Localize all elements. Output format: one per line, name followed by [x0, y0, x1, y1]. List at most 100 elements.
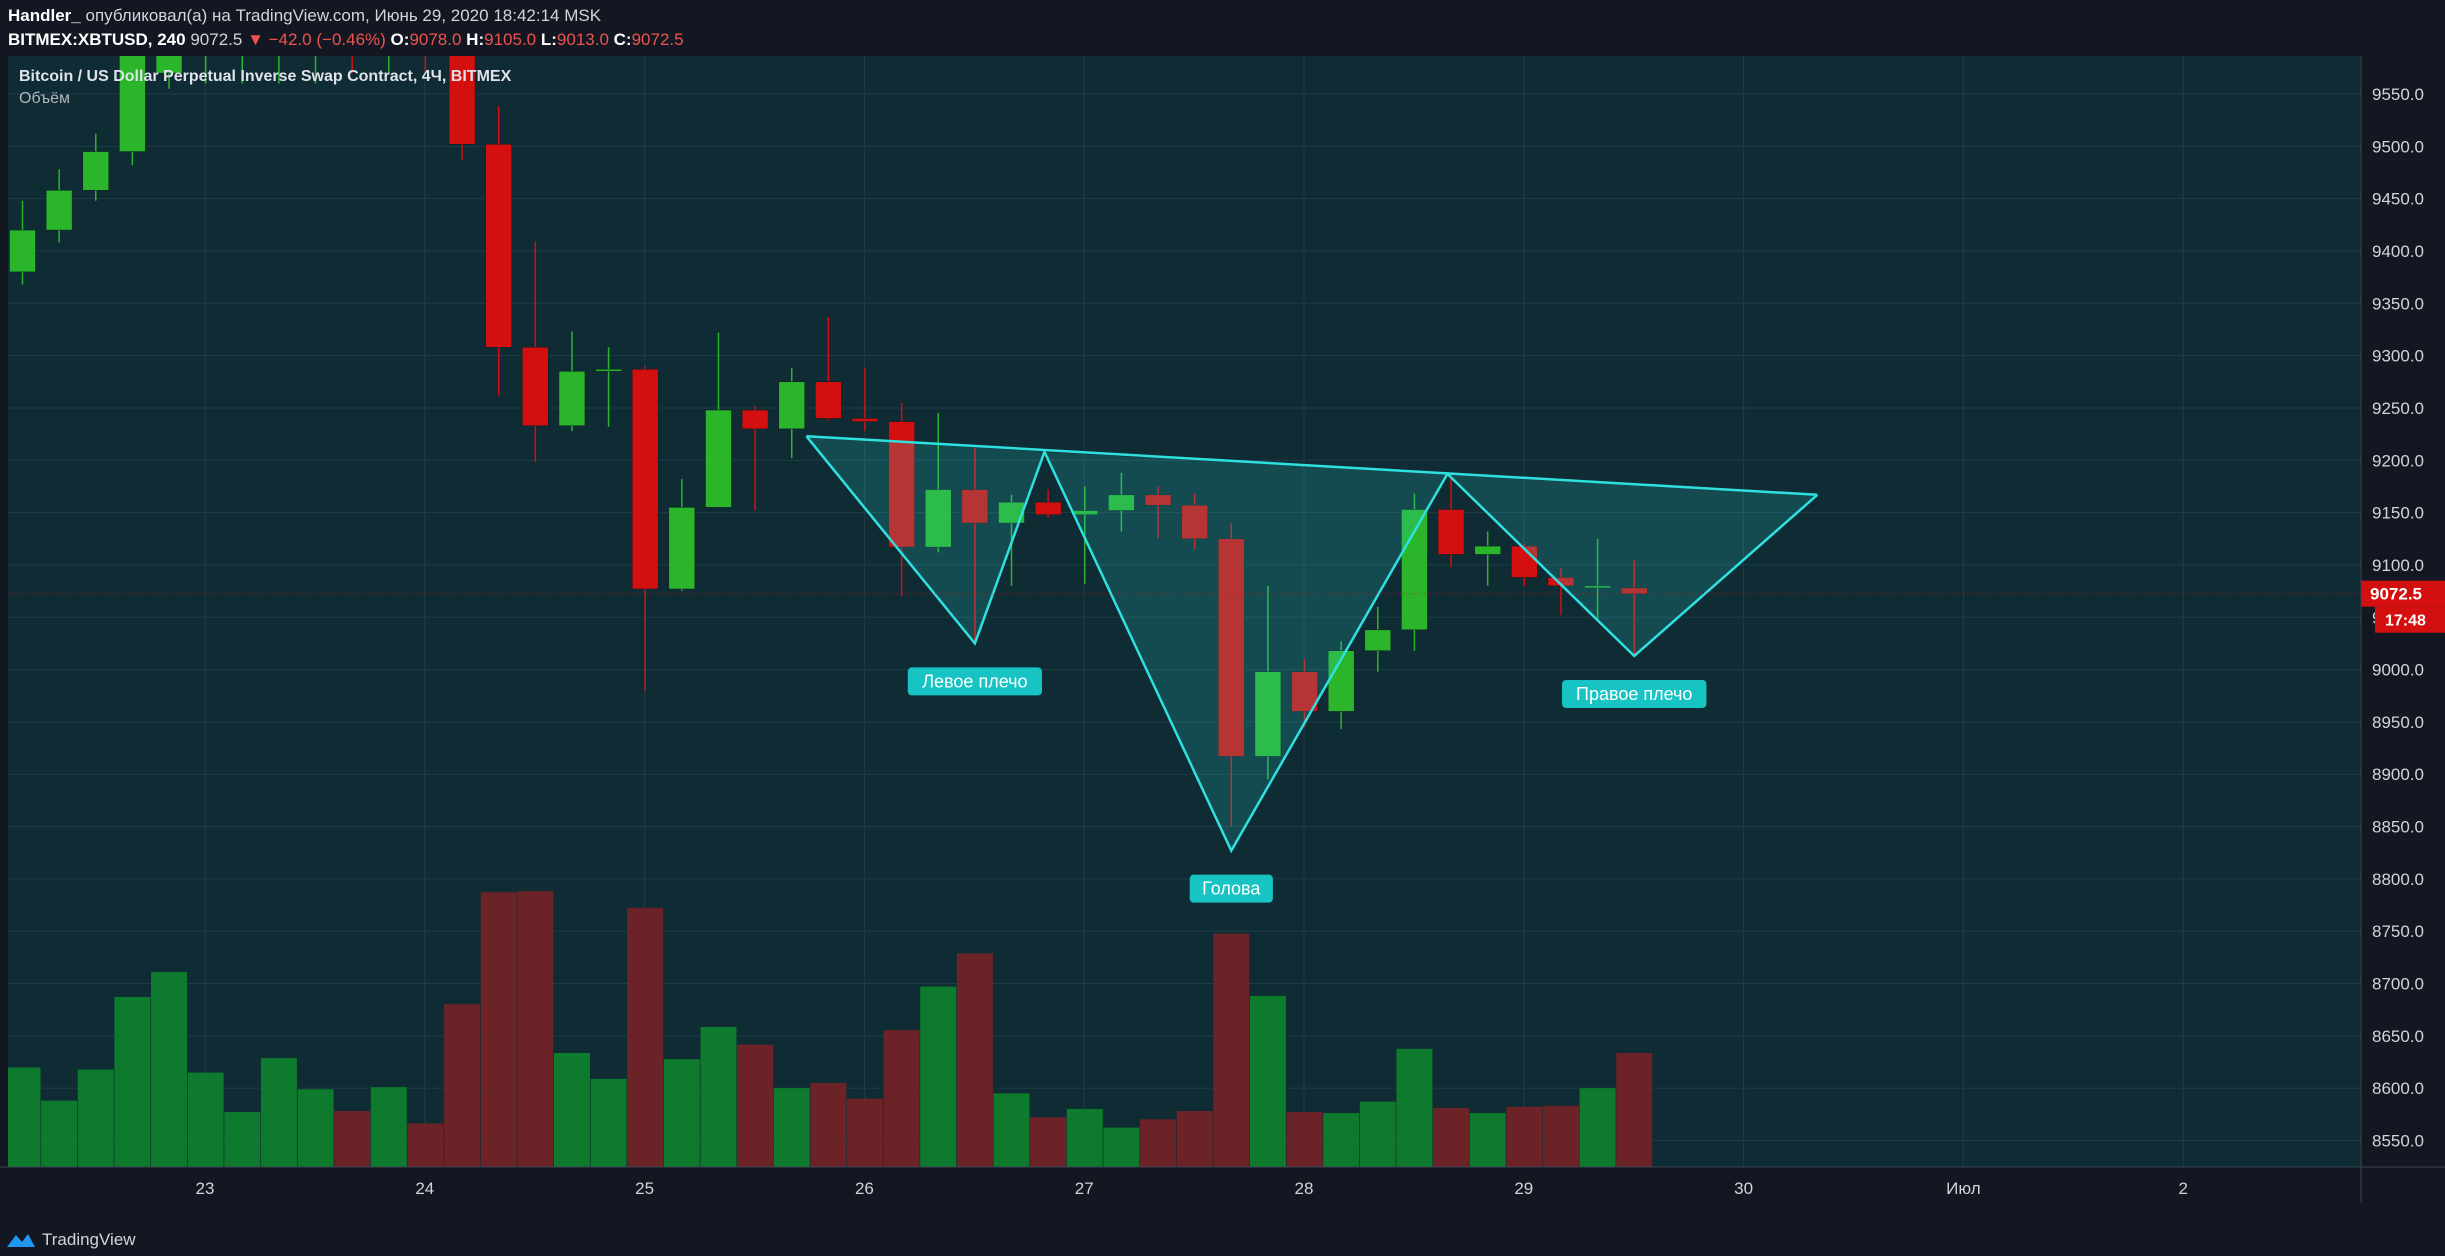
volume-bar — [1176, 1111, 1213, 1167]
close-value: 9072.5 — [631, 30, 684, 49]
volume-bar — [883, 1030, 920, 1167]
price-tick-label: 8550.0 — [2372, 1132, 2424, 1151]
volume-bar — [1140, 1119, 1177, 1167]
volume-bar — [517, 891, 554, 1167]
chart-legend: Bitcoin / US Dollar Perpetual Inverse Sw… — [19, 66, 511, 110]
candle-body — [522, 347, 549, 426]
symbol-label: BITMEX:XBTUSD, 240 — [8, 30, 186, 49]
volume-bar — [1213, 933, 1250, 1167]
candle-body — [119, 56, 146, 152]
time-tick-label: 28 — [1295, 1179, 1314, 1198]
publish-line: Handler_ опубликовал(а) на TradingView.c… — [8, 4, 684, 28]
high-value: 9105.0 — [484, 30, 537, 49]
time-tick-label: 25 — [635, 1179, 654, 1198]
volume-bar — [1506, 1106, 1543, 1167]
candle-body — [815, 381, 842, 419]
candle-body — [412, 31, 438, 41]
price-tick-label: 9250.0 — [2372, 399, 2424, 418]
volume-bar — [590, 1078, 627, 1167]
author-name[interactable]: Handler_ — [8, 6, 81, 25]
price-tick-label: 9350.0 — [2372, 294, 2424, 313]
tradingview-branding[interactable]: TradingView — [6, 1230, 136, 1250]
time-tick-label: 27 — [1075, 1179, 1094, 1198]
pattern-zigzag — [805, 435, 1819, 854]
price-tick-label: 9450.0 — [2372, 190, 2424, 209]
volume-bar — [1249, 995, 1286, 1167]
price-tick-label: 9100.0 — [2372, 556, 2424, 575]
candle-body — [1474, 545, 1501, 555]
volume-bar — [370, 1087, 407, 1167]
pattern-label-box — [1562, 679, 1707, 708]
plot-layer — [8, 31, 2361, 1167]
price-tick-label: 8600.0 — [2372, 1079, 2424, 1098]
countdown-tag — [2375, 606, 2445, 633]
price-tick-label: 8750.0 — [2372, 922, 2424, 941]
pattern-label-box — [907, 667, 1042, 696]
pattern-fill — [1044, 451, 1448, 851]
time-tick-label: 26 — [855, 1179, 874, 1198]
candle-body — [998, 501, 1025, 524]
time-axis — [0, 1167, 2445, 1203]
volume-bar — [1066, 1108, 1103, 1167]
volume-indicator-label[interactable]: Объём — [19, 90, 70, 107]
candle-body — [558, 371, 586, 426]
volume-bar — [407, 1123, 444, 1167]
candle-body — [1364, 629, 1392, 651]
candle-body — [1291, 671, 1318, 712]
volume-bar — [151, 972, 188, 1167]
brand-name: TradingView — [42, 1230, 136, 1249]
low-value: 9013.0 — [556, 30, 609, 49]
open-label: O: — [390, 30, 410, 49]
time-tick-label: 24 — [415, 1179, 434, 1198]
candle-body — [1181, 505, 1208, 540]
volume-bar — [700, 1027, 737, 1167]
volume-bar — [1433, 1107, 1470, 1167]
time-tick-label: Июл — [1946, 1179, 1981, 1198]
price-tick-label: 8700.0 — [2372, 975, 2424, 994]
candle-body — [193, 31, 219, 41]
volume-bar — [920, 986, 957, 1167]
candle-body — [668, 507, 696, 590]
price-tick-label: 9150.0 — [2372, 504, 2424, 523]
volume-bar — [224, 1112, 261, 1167]
price-tick-label: 9550.0 — [2372, 85, 2424, 104]
candle-body — [595, 368, 622, 372]
candle-body — [1327, 650, 1355, 712]
candle-body — [229, 42, 255, 44]
pattern-fill — [806, 436, 1045, 644]
candle-body — [339, 31, 365, 41]
close-label: C: — [613, 30, 632, 49]
candle-body — [961, 489, 989, 524]
volume-bar — [1579, 1088, 1616, 1167]
time-tick-label: 30 — [1734, 1179, 1753, 1198]
price-tick-label: 8900.0 — [2372, 765, 2424, 784]
volume-bar — [1030, 1117, 1067, 1167]
time-tick-label: 23 — [196, 1179, 215, 1198]
price-tick-label: 9200.0 — [2372, 451, 2424, 470]
candle-body — [778, 381, 805, 430]
volume-bar — [1469, 1113, 1506, 1167]
open-value: 9078.0 — [409, 30, 462, 49]
candle-body — [1144, 494, 1172, 506]
candle-body — [631, 368, 659, 590]
volume-bar — [1103, 1127, 1140, 1167]
candle-body — [448, 56, 476, 145]
last-price-tag-label: 9072.5 — [2370, 585, 2422, 604]
neckline — [806, 434, 1818, 497]
candle-body — [1511, 545, 1538, 578]
last-price-value: 9072.5 — [190, 30, 243, 49]
volume-bar — [810, 1083, 847, 1167]
candle-body — [851, 418, 879, 422]
candle-body — [45, 190, 73, 231]
countdown-tag-label: 17:48 — [2385, 613, 2426, 630]
volume-bar — [627, 907, 664, 1167]
volume-bar — [993, 1093, 1030, 1167]
volume-bar — [8, 1067, 41, 1167]
volume-bar — [1323, 1113, 1360, 1167]
volume-bar — [77, 1069, 114, 1167]
candle-body — [155, 56, 183, 74]
tradingview-logo-icon — [7, 1234, 35, 1247]
price-tick-label: 8850.0 — [2372, 818, 2424, 837]
candle-body — [376, 31, 402, 41]
